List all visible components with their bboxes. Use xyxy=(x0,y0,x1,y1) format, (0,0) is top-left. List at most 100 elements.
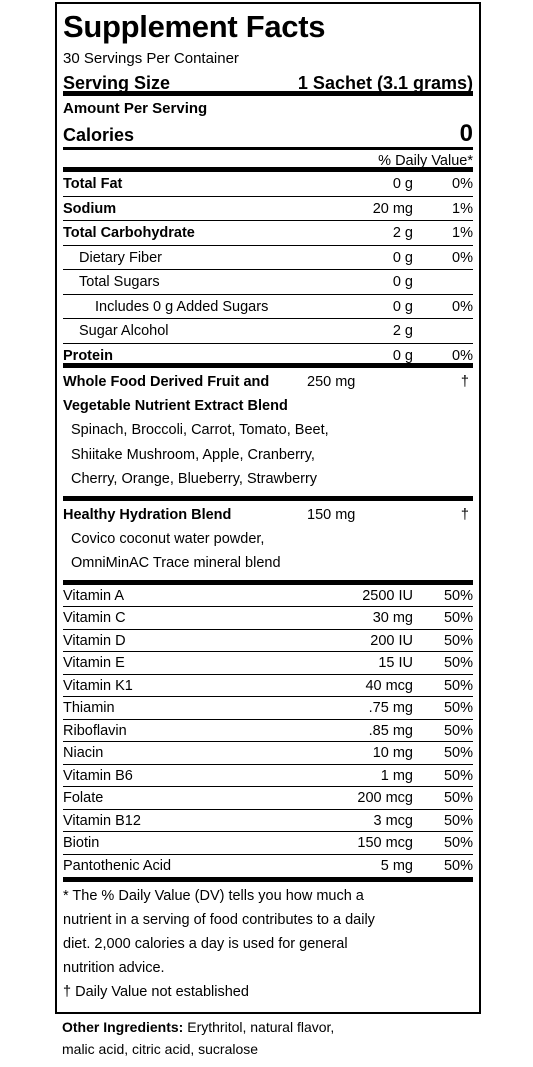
nutrient-row: Protein 0 g 0% xyxy=(63,344,473,368)
vitamin-row: Vitamin D 200 IU 50% xyxy=(63,630,473,652)
other-ingredients-label: Other Ingredients: xyxy=(62,1019,184,1035)
calories-label: Calories xyxy=(63,125,135,145)
vitamin-amount: .85 mg xyxy=(368,722,413,739)
nutrient-name: Sugar Alcohol xyxy=(79,323,169,339)
vitamin-dv: 50% xyxy=(443,610,473,626)
footnote-line: nutrition advice. xyxy=(63,960,165,976)
vitamin-amount: 5 mg xyxy=(380,857,413,874)
serving-size-label: Serving Size xyxy=(63,73,171,93)
nutrient-row: Total Fat 0 g 0% xyxy=(63,172,473,197)
vitamin-name: Vitamin D xyxy=(63,632,126,649)
nutrient-dv: 0% xyxy=(452,176,473,192)
vitamin-row: Vitamin C 30 mg 50% xyxy=(63,607,473,630)
vitamin-name: Vitamin B6 xyxy=(63,767,133,784)
vitamin-name: Vitamin B12 xyxy=(63,812,141,829)
footnote-line: nutrient in a serving of food contribute… xyxy=(63,912,375,928)
blend-dv: † xyxy=(460,374,469,390)
nutrient-amount: 2 g xyxy=(392,323,413,339)
daily-value-footnote: * The % Daily Value (DV) tells you how m… xyxy=(63,877,473,1004)
other-ingredients-text: Erythritol, natural flavor, xyxy=(187,1019,335,1035)
blend-name: Healthy Hydration Blend xyxy=(63,506,232,523)
ingredient-line: Spinach, Broccoli, Carrot, Tomato, Beet, xyxy=(71,422,329,438)
blend-amount: 250 mg xyxy=(307,374,356,390)
blend-name-line2: Vegetable Nutrient Extract Blend xyxy=(63,398,288,414)
vitamin-row: Vitamin A 2500 IU 50% xyxy=(63,585,473,607)
vitamin-name: Thiamin xyxy=(63,700,115,716)
footnote-line: * The % Daily Value (DV) tells you how m… xyxy=(63,888,364,904)
vitamin-dv: 50% xyxy=(443,587,473,604)
hydration-blend: Healthy Hydration Blend 150 mg † Covico … xyxy=(63,501,473,585)
panel-title: Supplement Facts xyxy=(63,9,326,44)
vitamin-amount: 10 mg xyxy=(372,745,413,761)
vitamin-dv: 50% xyxy=(443,857,473,874)
nutrient-amount: 0 g xyxy=(392,347,413,364)
nutrient-dv: 0% xyxy=(452,347,473,364)
vitamin-dv: 50% xyxy=(443,835,473,851)
vitamin-amount: 150 mcg xyxy=(357,835,413,851)
serving-size-row: Serving Size 1 Sachet (3.1 grams) xyxy=(63,70,473,96)
nutrient-row: Dietary Fiber 0 g 0% xyxy=(63,246,473,270)
vitamin-amount: 40 mcg xyxy=(365,677,413,694)
vitamin-amount: 3 mcg xyxy=(373,812,414,829)
nutrient-row: Sugar Alcohol 2 g xyxy=(63,319,473,344)
nutrient-amount: 0 g xyxy=(392,298,413,315)
calories-row: Calories 0 xyxy=(63,120,473,150)
ingredient-line: Shiitake Mushroom, Apple, Cranberry, xyxy=(71,446,315,463)
supplement-facts-panel: Supplement Facts 30 Servings Per Contain… xyxy=(55,2,481,1014)
blend-ingredients: Covico coconut water powder, OmniMinAC T… xyxy=(63,527,473,576)
vitamin-dv: 50% xyxy=(443,632,473,649)
vitamin-dv: 50% xyxy=(443,745,473,761)
vitamin-name: Vitamin C xyxy=(63,610,126,626)
vitamin-amount: 15 IU xyxy=(378,655,413,671)
nutrient-name: Total Carbohydrate xyxy=(63,225,195,241)
ingredient-line: Covico coconut water powder, xyxy=(71,530,265,547)
vitamin-row: Riboflavin .85 mg 50% xyxy=(63,720,473,742)
vitamin-row: Vitamin B12 3 mcg 50% xyxy=(63,810,473,832)
nutrient-row: Sodium 20 mg 1% xyxy=(63,197,473,221)
blend-amount: 150 mg xyxy=(307,506,356,523)
nutrient-dv: 1% xyxy=(452,200,473,217)
servings-per-container: 30 Servings Per Container xyxy=(63,50,239,67)
vitamin-name: Niacin xyxy=(63,745,104,761)
other-ingredients: Other Ingredients: Erythritol, natural f… xyxy=(62,1016,482,1060)
nutrient-dv xyxy=(417,319,473,343)
nutrient-dv: 1% xyxy=(452,225,473,241)
nutrient-dv: 0% xyxy=(452,298,473,315)
vitamin-row: Vitamin B6 1 mg 50% xyxy=(63,765,473,787)
vitamin-name: Vitamin A xyxy=(63,587,124,604)
nutrient-amount: 20 mg xyxy=(372,200,413,217)
serving-size-value: 1 Sachet (3.1 grams) xyxy=(297,73,473,93)
nutrient-amount: 0 g xyxy=(392,176,413,192)
vitamin-dv: 50% xyxy=(443,812,473,829)
vitamin-row: Vitamin K1 40 mcg 50% xyxy=(63,675,473,697)
vitamin-dv: 50% xyxy=(443,655,473,671)
nutrient-dv: 0% xyxy=(452,249,473,266)
vitamin-dv: 50% xyxy=(443,722,473,739)
vitamin-row: Thiamin .75 mg 50% xyxy=(63,697,473,720)
vitamin-dv: 50% xyxy=(443,790,473,806)
nutrient-name: Total Fat xyxy=(63,176,123,192)
vitamin-amount: 1 mg xyxy=(380,767,413,784)
vitamin-row: Niacin 10 mg 50% xyxy=(63,742,473,765)
vitamin-row: Folate 200 mcg 50% xyxy=(63,787,473,810)
nutrient-name: Protein xyxy=(63,347,113,364)
vitamin-amount: 200 mcg xyxy=(357,790,413,806)
vitamin-rows: Vitamin A 2500 IU 50% Vitamin C 30 mg 50% Vi… xyxy=(63,585,473,878)
vitamin-name: Riboflavin xyxy=(63,722,127,739)
nutrient-row: Total Carbohydrate 2 g 1% xyxy=(63,221,473,246)
daily-value-header: % Daily Value* xyxy=(63,150,473,172)
nutrient-row: Includes 0 g Added Sugars 0 g 0% xyxy=(63,295,473,319)
vitamin-amount: 2500 IU xyxy=(362,587,413,604)
macro-rows: Total Fat 0 g 0% Sodium 20 mg 1% Total C… xyxy=(63,172,473,368)
blend-name: Whole Food Derived Fruit and xyxy=(63,374,270,390)
nutrient-name: Dietary Fiber xyxy=(79,249,162,266)
dagger-note: † Daily Value not established xyxy=(63,984,249,1000)
nutrient-amount: 0 g xyxy=(392,274,413,290)
other-ingredients-text-2: malic acid, citric acid, sucralose xyxy=(62,1041,259,1057)
vitamin-name: Folate xyxy=(63,790,104,806)
vitamin-dv: 50% xyxy=(443,767,473,784)
vitamin-name: Biotin xyxy=(63,835,100,851)
nutrient-amount: 2 g xyxy=(392,225,413,241)
nutrient-name: Includes 0 g Added Sugars xyxy=(95,298,269,315)
footnote-line: diet. 2,000 calories a day is used for g… xyxy=(63,936,348,952)
